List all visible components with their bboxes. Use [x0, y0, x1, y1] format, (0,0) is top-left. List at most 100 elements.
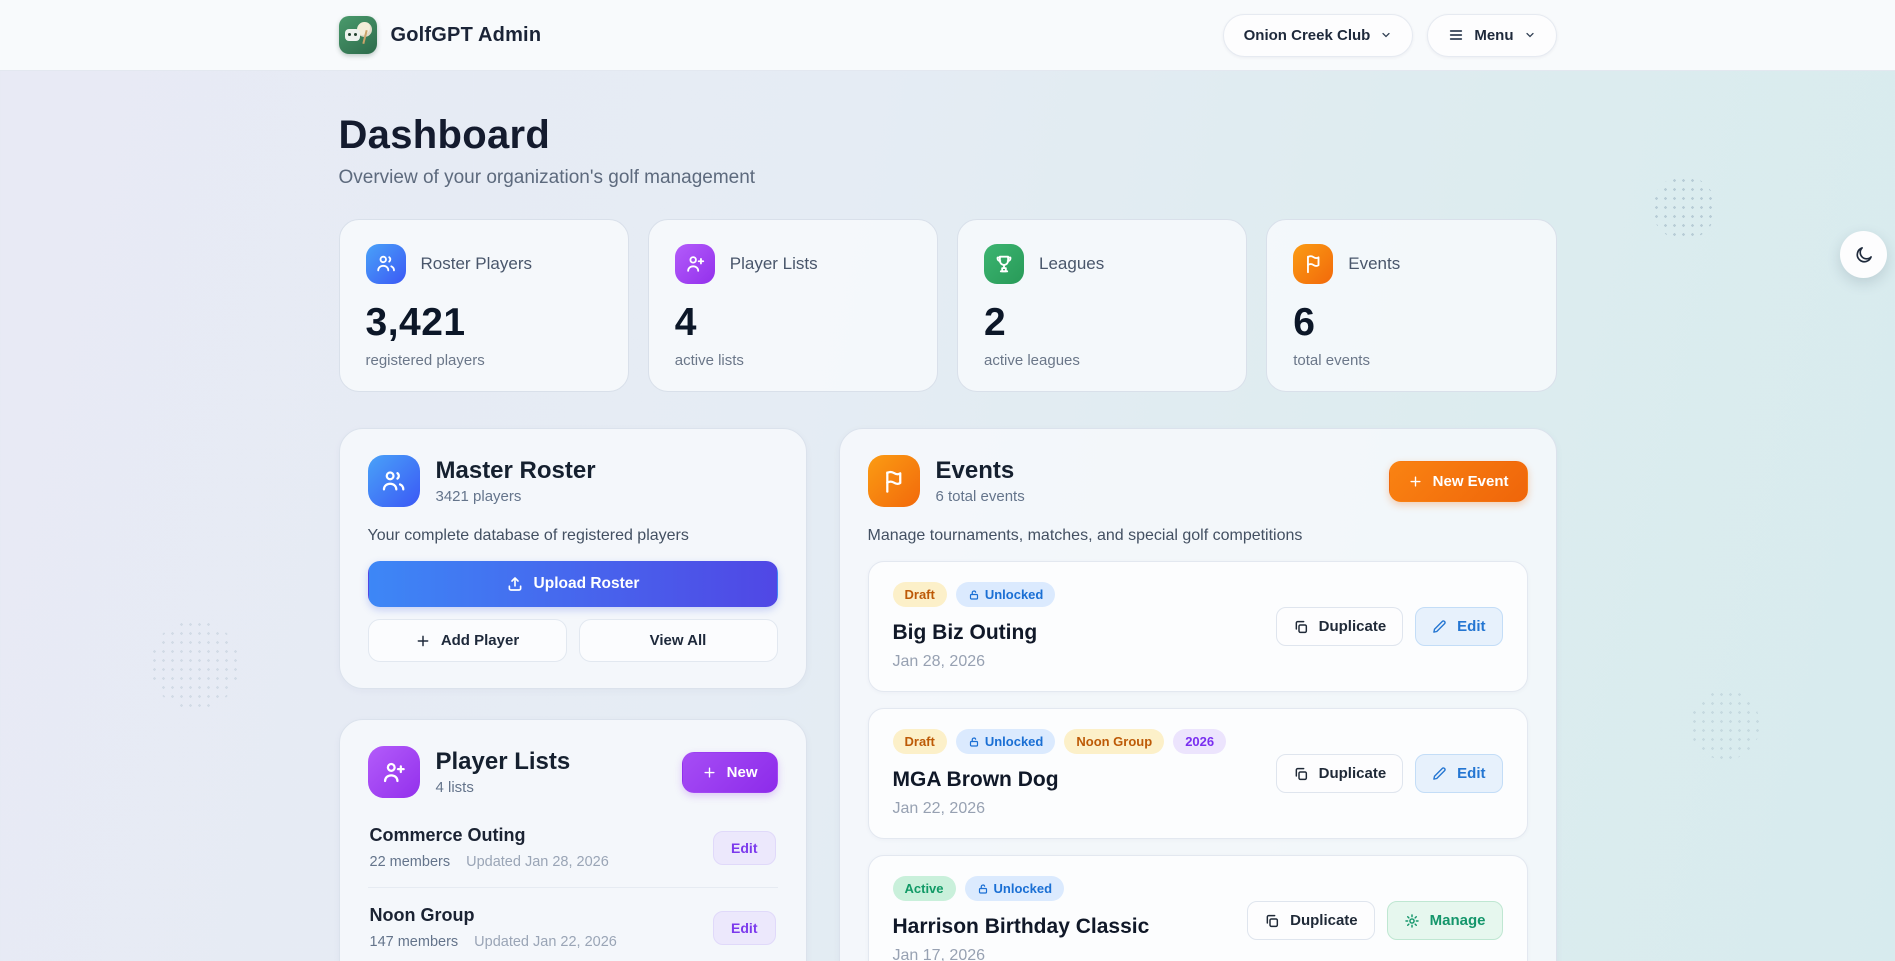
stat-label: Leagues: [1039, 254, 1105, 273]
duplicate-button[interactable]: Duplicate: [1247, 901, 1375, 940]
event-card: Active Unlocked Harrison Birthday Classi…: [867, 855, 1528, 961]
page-title: Dashboard: [338, 113, 551, 157]
app-logo-icon: [338, 16, 377, 54]
stat-sub: active leagues: [984, 352, 1080, 369]
user-plus-icon: [674, 244, 715, 284]
brand: GolfGPT Admin: [338, 16, 542, 54]
duplicate-button[interactable]: Duplicate: [1275, 754, 1404, 793]
club-selector-label: Onion Creek Club: [1243, 26, 1371, 44]
stat-sub: total events: [1293, 352, 1370, 369]
event-date: Jan 22, 2026: [892, 800, 986, 817]
app-title: GolfGPT Admin: [390, 23, 542, 46]
add-player-button[interactable]: Add Player: [367, 619, 567, 662]
stat-label: Player Lists: [729, 254, 818, 273]
list-updated: Updated Jan 22, 2026: [474, 934, 617, 950]
club-selector[interactable]: Onion Creek Club: [1222, 13, 1414, 57]
list-name: Commerce Outing: [369, 825, 526, 845]
pencil-icon: [1433, 620, 1446, 633]
copy-icon: [1266, 914, 1279, 927]
stats-row: Roster Players 3,421 registered players …: [338, 219, 1557, 392]
year-badge: 2026: [1173, 729, 1227, 754]
trophy-icon: [984, 244, 1024, 284]
decor-dots: [1690, 690, 1760, 760]
decor-dots: [1652, 176, 1716, 240]
users-icon: [365, 244, 406, 284]
stat-label: Events: [1348, 254, 1401, 273]
copy-icon: [1295, 620, 1307, 633]
stat-card-events: Events 6 total events: [1266, 219, 1557, 392]
menu-label: Menu: [1474, 26, 1514, 44]
manage-event-button[interactable]: Manage: [1386, 901, 1503, 940]
list-updated: Updated Jan 28, 2026: [466, 854, 609, 870]
event-title: Big Biz Outing: [892, 621, 1038, 644]
stat-sub: registered players: [365, 352, 485, 369]
status-badge-draft: Draft: [892, 729, 947, 754]
unlock-icon: [969, 736, 978, 747]
top-nav: GolfGPT Admin Onion Creek Club Menu: [0, 0, 1895, 71]
status-badge-unlocked: Unlocked: [955, 729, 1056, 754]
decor-dots: [150, 620, 240, 710]
player-lists-panel: Player Lists 4 lists New Commerce Outing…: [338, 719, 807, 961]
menu-button[interactable]: Menu: [1427, 13, 1557, 57]
chevron-down-icon: [1525, 32, 1534, 38]
events-title: Events: [935, 457, 1015, 484]
upload-roster-button[interactable]: Upload Roster: [367, 561, 778, 607]
plus-icon: [1410, 475, 1421, 487]
player-lists-title: Player Lists: [435, 748, 571, 775]
event-card: Draft Unlocked Big Biz Outing Jan 28, 20…: [867, 561, 1528, 692]
users-icon: [367, 455, 420, 507]
stat-value: 4: [674, 301, 697, 344]
stat-card-roster-players: Roster Players 3,421 registered players: [338, 219, 629, 392]
flag-icon: [867, 455, 920, 507]
master-roster-title: Master Roster: [435, 457, 596, 484]
unlock-icon: [969, 589, 978, 600]
status-badge-unlocked: Unlocked: [955, 582, 1056, 607]
chevron-down-icon: [1382, 32, 1390, 38]
view-all-button[interactable]: View All: [578, 619, 778, 662]
copy-icon: [1295, 767, 1307, 780]
events-description: Manage tournaments, matches, and special…: [867, 527, 1303, 544]
hamburger-icon: [1450, 30, 1463, 40]
event-date: Jan 28, 2026: [892, 653, 986, 670]
plus-icon: [417, 635, 429, 646]
status-badge-active: Active: [892, 876, 956, 901]
status-badge-unlocked: Unlocked: [964, 876, 1065, 901]
stat-value: 6: [1293, 301, 1316, 344]
event-date: Jan 17, 2026: [892, 947, 986, 961]
stat-value: 3,421: [365, 301, 466, 344]
duplicate-button[interactable]: Duplicate: [1275, 607, 1404, 646]
edit-list-button[interactable]: Edit: [713, 830, 776, 865]
new-event-button[interactable]: New Event: [1388, 460, 1528, 502]
group-badge: Noon Group: [1064, 729, 1165, 754]
list-name: Noon Group: [369, 905, 475, 925]
stat-card-player-lists: Player Lists 4 active lists: [647, 219, 938, 392]
master-roster-description: Your complete database of registered pla…: [367, 527, 689, 544]
events-count: 6 total events: [935, 488, 1025, 505]
plus-icon: [704, 766, 715, 778]
page-subtitle: Overview of your organization's golf man…: [338, 167, 756, 188]
stat-value: 2: [984, 301, 1007, 344]
dark-mode-toggle[interactable]: [1840, 231, 1887, 278]
edit-list-button[interactable]: Edit: [713, 910, 776, 945]
event-title: MGA Brown Dog: [892, 768, 1059, 791]
gear-icon: [1404, 913, 1419, 928]
stat-card-leagues: Leagues 2 active leagues: [957, 219, 1248, 392]
pencil-icon: [1433, 767, 1446, 780]
stat-label: Roster Players: [420, 254, 532, 273]
moon-icon: [1855, 246, 1872, 263]
edit-event-button[interactable]: Edit: [1415, 754, 1503, 793]
status-badge-draft: Draft: [892, 582, 947, 607]
event-card: Draft Unlocked Noon Group 2026 MGA Brown…: [867, 708, 1528, 839]
events-panel: Events 6 total events New Event Manage t…: [838, 428, 1557, 961]
master-roster-panel: Master Roster 3421 players Your complete…: [338, 428, 807, 689]
unlock-icon: [978, 883, 987, 894]
edit-event-button[interactable]: Edit: [1415, 607, 1503, 646]
list-members: 147 members: [369, 934, 459, 950]
upload-icon: [508, 577, 521, 591]
flag-icon: [1293, 244, 1334, 284]
event-title: Harrison Birthday Classic: [892, 915, 1150, 938]
list-item: Noon Group 147 members Updated Jan 22, 2…: [368, 888, 778, 961]
list-item: Commerce Outing 22 members Updated Jan 2…: [367, 808, 778, 888]
user-plus-icon: [367, 746, 420, 798]
new-list-button[interactable]: New: [681, 751, 778, 793]
